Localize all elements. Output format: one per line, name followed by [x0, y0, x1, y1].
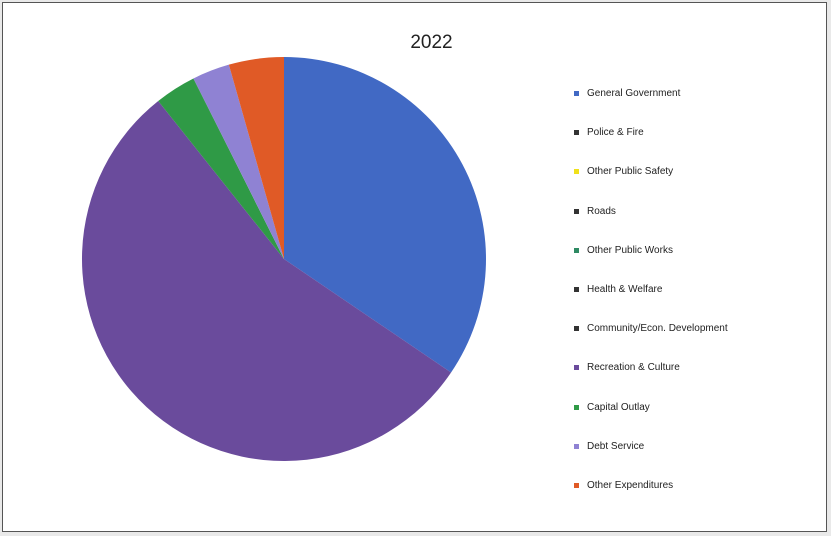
legend-item: Roads — [574, 192, 814, 231]
pie-slice-recreation-culture — [81, 100, 452, 462]
legend-label: Other Public Works — [587, 244, 673, 256]
legend-item: Other Public Safety — [574, 152, 814, 191]
legend-label: Health & Welfare — [587, 284, 663, 296]
legend-label: Police & Fire — [587, 127, 644, 139]
pie-slice-other-expenditures — [228, 57, 284, 259]
legend-label: Other Expenditures — [587, 479, 674, 491]
legend-swatch — [574, 130, 579, 136]
legend-item: Police & Fire — [574, 113, 814, 152]
legend-item: Other Expenditures — [574, 466, 814, 505]
legend-item: Other Public Works — [574, 231, 814, 270]
legend-swatch — [574, 404, 579, 410]
legend-item: Debt Service — [574, 427, 814, 466]
legend-swatch — [574, 443, 579, 449]
legend-swatch — [574, 365, 579, 371]
legend-label: Capital Outlay — [587, 401, 650, 413]
legend-label: Other Public Safety — [587, 166, 674, 178]
legend-item: General Government — [574, 74, 814, 113]
legend-swatch — [574, 482, 579, 488]
legend-label: Community/Econ. Development — [587, 323, 728, 335]
legend-label: Roads — [587, 205, 616, 217]
chart-title: 2022 — [410, 32, 453, 53]
chart-legend: General Government Police & Fire Other Pub… — [574, 74, 814, 505]
legend-swatch — [574, 247, 579, 253]
legend-swatch — [574, 287, 579, 293]
legend-item: Health & Welfare — [574, 270, 814, 309]
legend-item: Recreation & Culture — [574, 348, 814, 387]
legend-item: Community/Econ. Development — [574, 309, 814, 348]
legend-swatch — [574, 91, 579, 97]
legend-label: Recreation & Culture — [587, 362, 680, 374]
legend-item: Capital Outlay — [574, 388, 814, 427]
pie-slice-general-government — [284, 57, 486, 373]
legend-label: Debt Service — [587, 440, 645, 452]
legend-swatch — [574, 326, 579, 332]
legend-label: General Government — [587, 88, 681, 100]
pie-slice-capital-outlay — [158, 78, 284, 259]
legend-swatch — [574, 169, 579, 175]
legend-swatch — [574, 208, 579, 214]
pie-slice-debt-service — [193, 64, 284, 259]
